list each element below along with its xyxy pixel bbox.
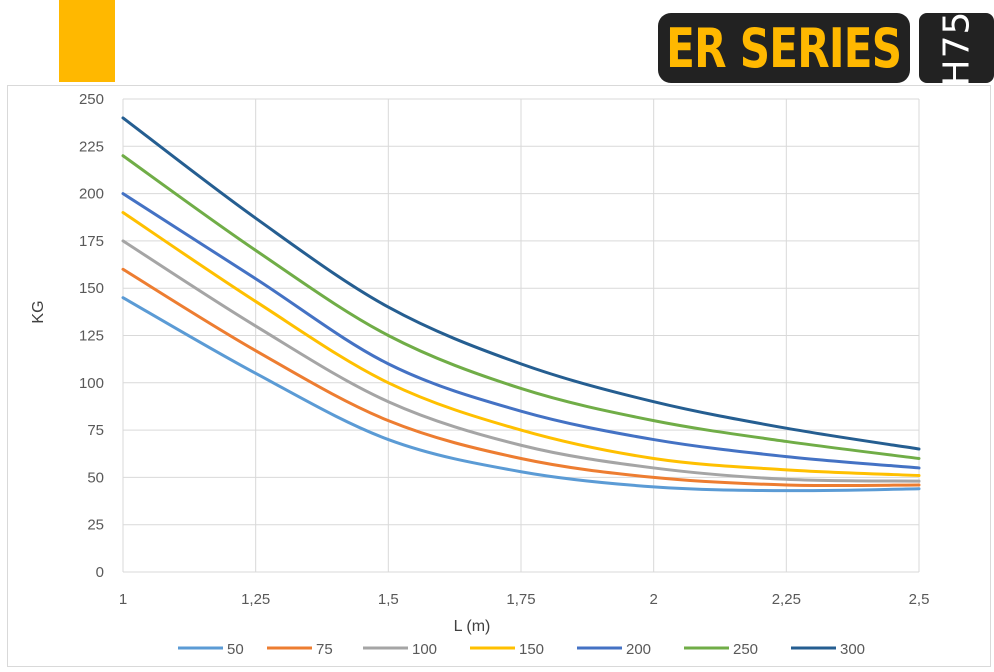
- x-tick-label: 2,5: [909, 591, 930, 608]
- accent-block: [59, 0, 115, 82]
- y-tick-label: 175: [79, 233, 104, 250]
- y-tick-label: 25: [87, 517, 104, 534]
- series-line-300: [121, 116, 921, 451]
- x-tick-label: 1: [119, 591, 127, 608]
- y-tick-label: 75: [87, 422, 104, 439]
- y-tick-label: 50: [87, 469, 104, 486]
- x-tick-label: 2: [649, 591, 657, 608]
- series-lines: [121, 116, 921, 493]
- x-axis-title: L (m): [454, 618, 491, 635]
- x-axis-ticks: 1 1,25 1,5 1,75 2 2,25 2,5: [119, 591, 930, 608]
- series-line-200: [121, 192, 921, 470]
- x-tick-label: 1,5: [378, 591, 399, 608]
- x-tick-label: 1,75: [506, 591, 535, 608]
- gridlines: [122, 98, 920, 573]
- legend-label-50: 50: [227, 641, 244, 658]
- legend: 50 75 100 150 200 250 300: [178, 641, 865, 658]
- series-line-250: [121, 154, 921, 460]
- series-line-50: [121, 296, 921, 493]
- legend-label-300: 300: [840, 641, 865, 658]
- y-tick-label: 250: [79, 91, 104, 108]
- y-tick-label: 200: [79, 186, 104, 203]
- legend-label-200: 200: [626, 641, 651, 658]
- y-axis-ticks: 0 25 50 75 100 125 150 175 200 225 250: [79, 91, 104, 581]
- model-badge: H75: [919, 10, 994, 86]
- brand-text: ER SERIES: [666, 16, 902, 80]
- y-tick-label: 125: [79, 328, 104, 345]
- y-tick-label: 225: [79, 138, 104, 155]
- x-tick-label: 1,25: [241, 591, 270, 608]
- series-line-100: [121, 239, 921, 483]
- y-tick-label: 100: [79, 375, 104, 392]
- y-axis-title: KG: [30, 300, 47, 323]
- x-tick-label: 2,25: [772, 591, 801, 608]
- legend-label-100: 100: [412, 641, 437, 658]
- brand-badge: ER SERIES: [658, 13, 910, 83]
- legend-label-150: 150: [519, 641, 544, 658]
- legend-label-250: 250: [733, 641, 758, 658]
- series-line-75: [121, 267, 921, 488]
- legend-label-75: 75: [316, 641, 333, 658]
- y-tick-label: 150: [79, 280, 104, 297]
- chart-frame: [7, 85, 991, 667]
- series-line-150: [121, 211, 921, 478]
- y-tick-label: 0: [96, 564, 104, 581]
